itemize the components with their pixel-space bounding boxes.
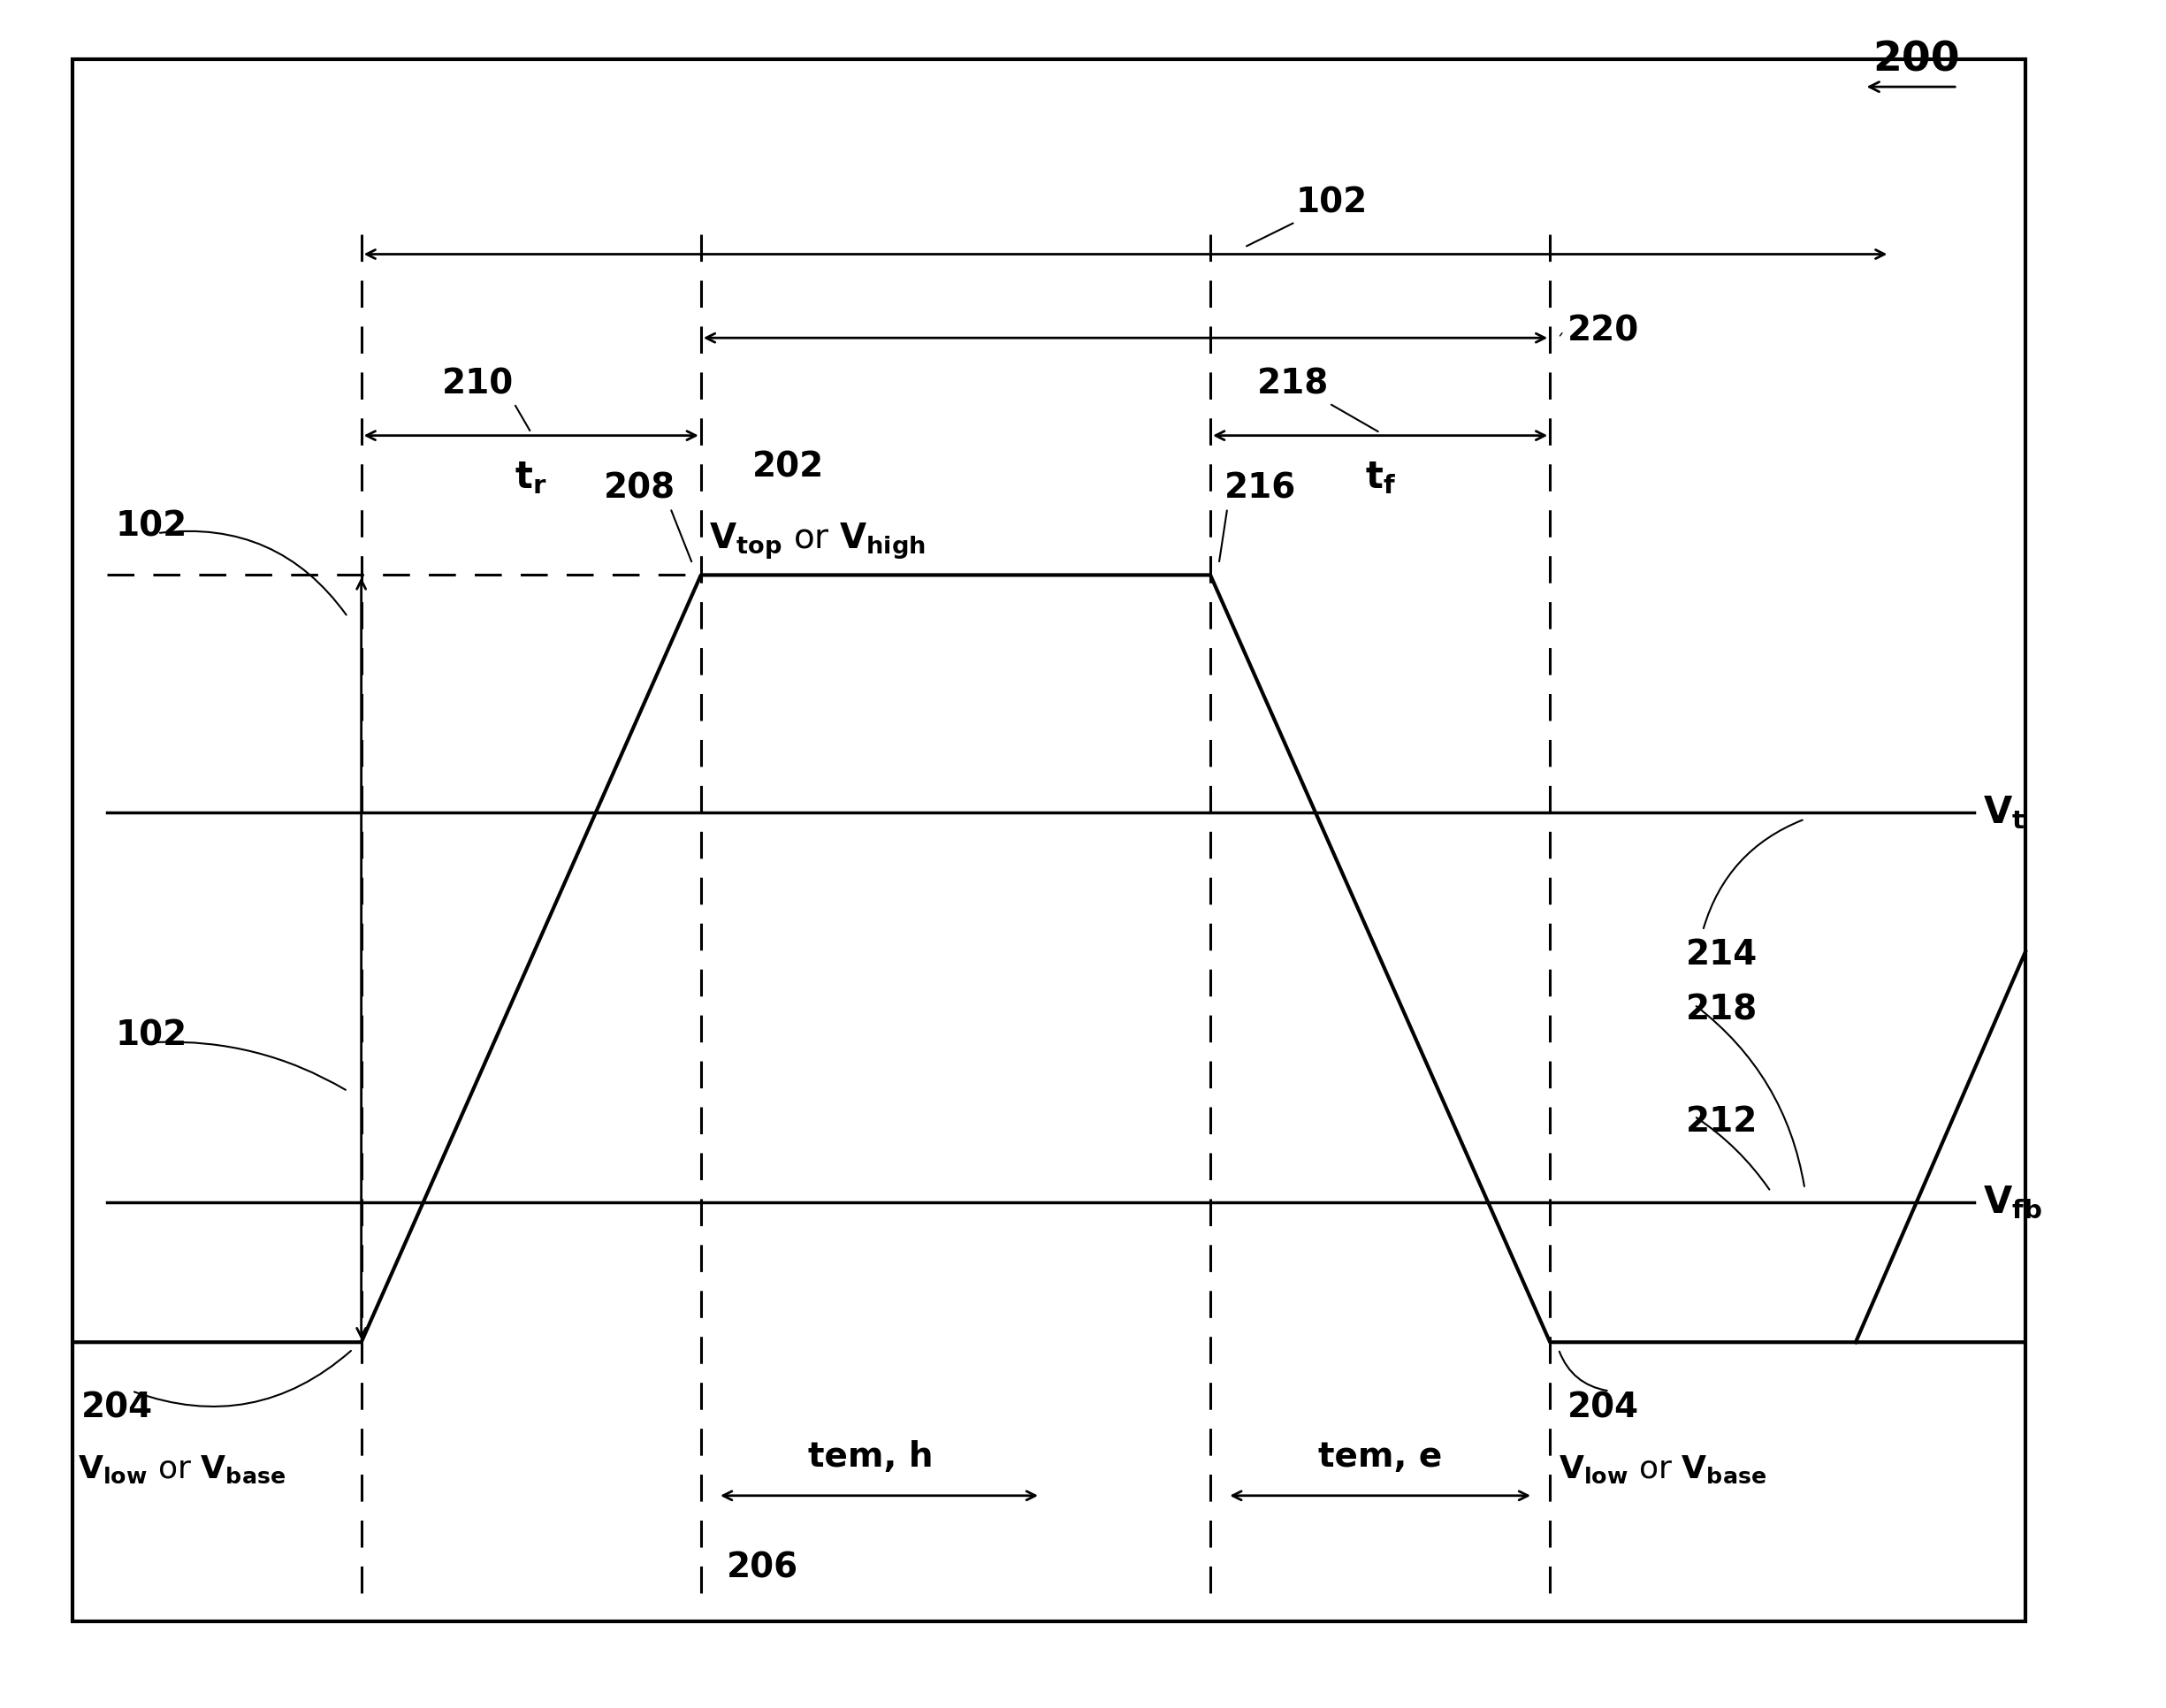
Text: 102: 102 <box>115 509 186 543</box>
Text: 214: 214 <box>1685 938 1757 972</box>
Text: 216: 216 <box>1224 471 1295 506</box>
Text: $\mathbf{V_t}$: $\mathbf{V_t}$ <box>1984 794 2025 830</box>
Text: tem, e: tem, e <box>1319 1440 1443 1474</box>
Text: 200: 200 <box>1874 39 1960 80</box>
Text: tem, h: tem, h <box>808 1440 934 1474</box>
Text: $\mathbf{V_{top}}$ or $\mathbf{V_{high}}$: $\mathbf{V_{top}}$ or $\mathbf{V_{high}}… <box>710 521 927 560</box>
Text: 218: 218 <box>1258 367 1330 401</box>
Text: 102: 102 <box>115 1018 186 1052</box>
Text: 206: 206 <box>726 1551 797 1585</box>
Text: 102: 102 <box>1295 186 1367 219</box>
Text: 210: 210 <box>442 367 513 401</box>
Text: 220: 220 <box>1566 314 1640 348</box>
Text: $\mathbf{V_{fb}}$: $\mathbf{V_{fb}}$ <box>1984 1184 2043 1221</box>
Text: $\mathbf{V_{low}}$ or $\mathbf{V_{base}}$: $\mathbf{V_{low}}$ or $\mathbf{V_{base}}… <box>1560 1454 1765 1484</box>
Text: 218: 218 <box>1685 994 1757 1027</box>
Text: 202: 202 <box>752 451 823 485</box>
Text: $\mathbf{t_r}$: $\mathbf{t_r}$ <box>516 459 548 495</box>
Text: $\mathbf{t_f}$: $\mathbf{t_f}$ <box>1365 459 1395 495</box>
Text: 212: 212 <box>1685 1105 1759 1139</box>
Text: $\mathbf{V_{low}}$ or $\mathbf{V_{base}}$: $\mathbf{V_{low}}$ or $\mathbf{V_{base}}… <box>78 1454 286 1484</box>
Text: 204: 204 <box>1566 1390 1640 1424</box>
Text: 204: 204 <box>80 1390 154 1424</box>
Text: 208: 208 <box>604 471 676 506</box>
